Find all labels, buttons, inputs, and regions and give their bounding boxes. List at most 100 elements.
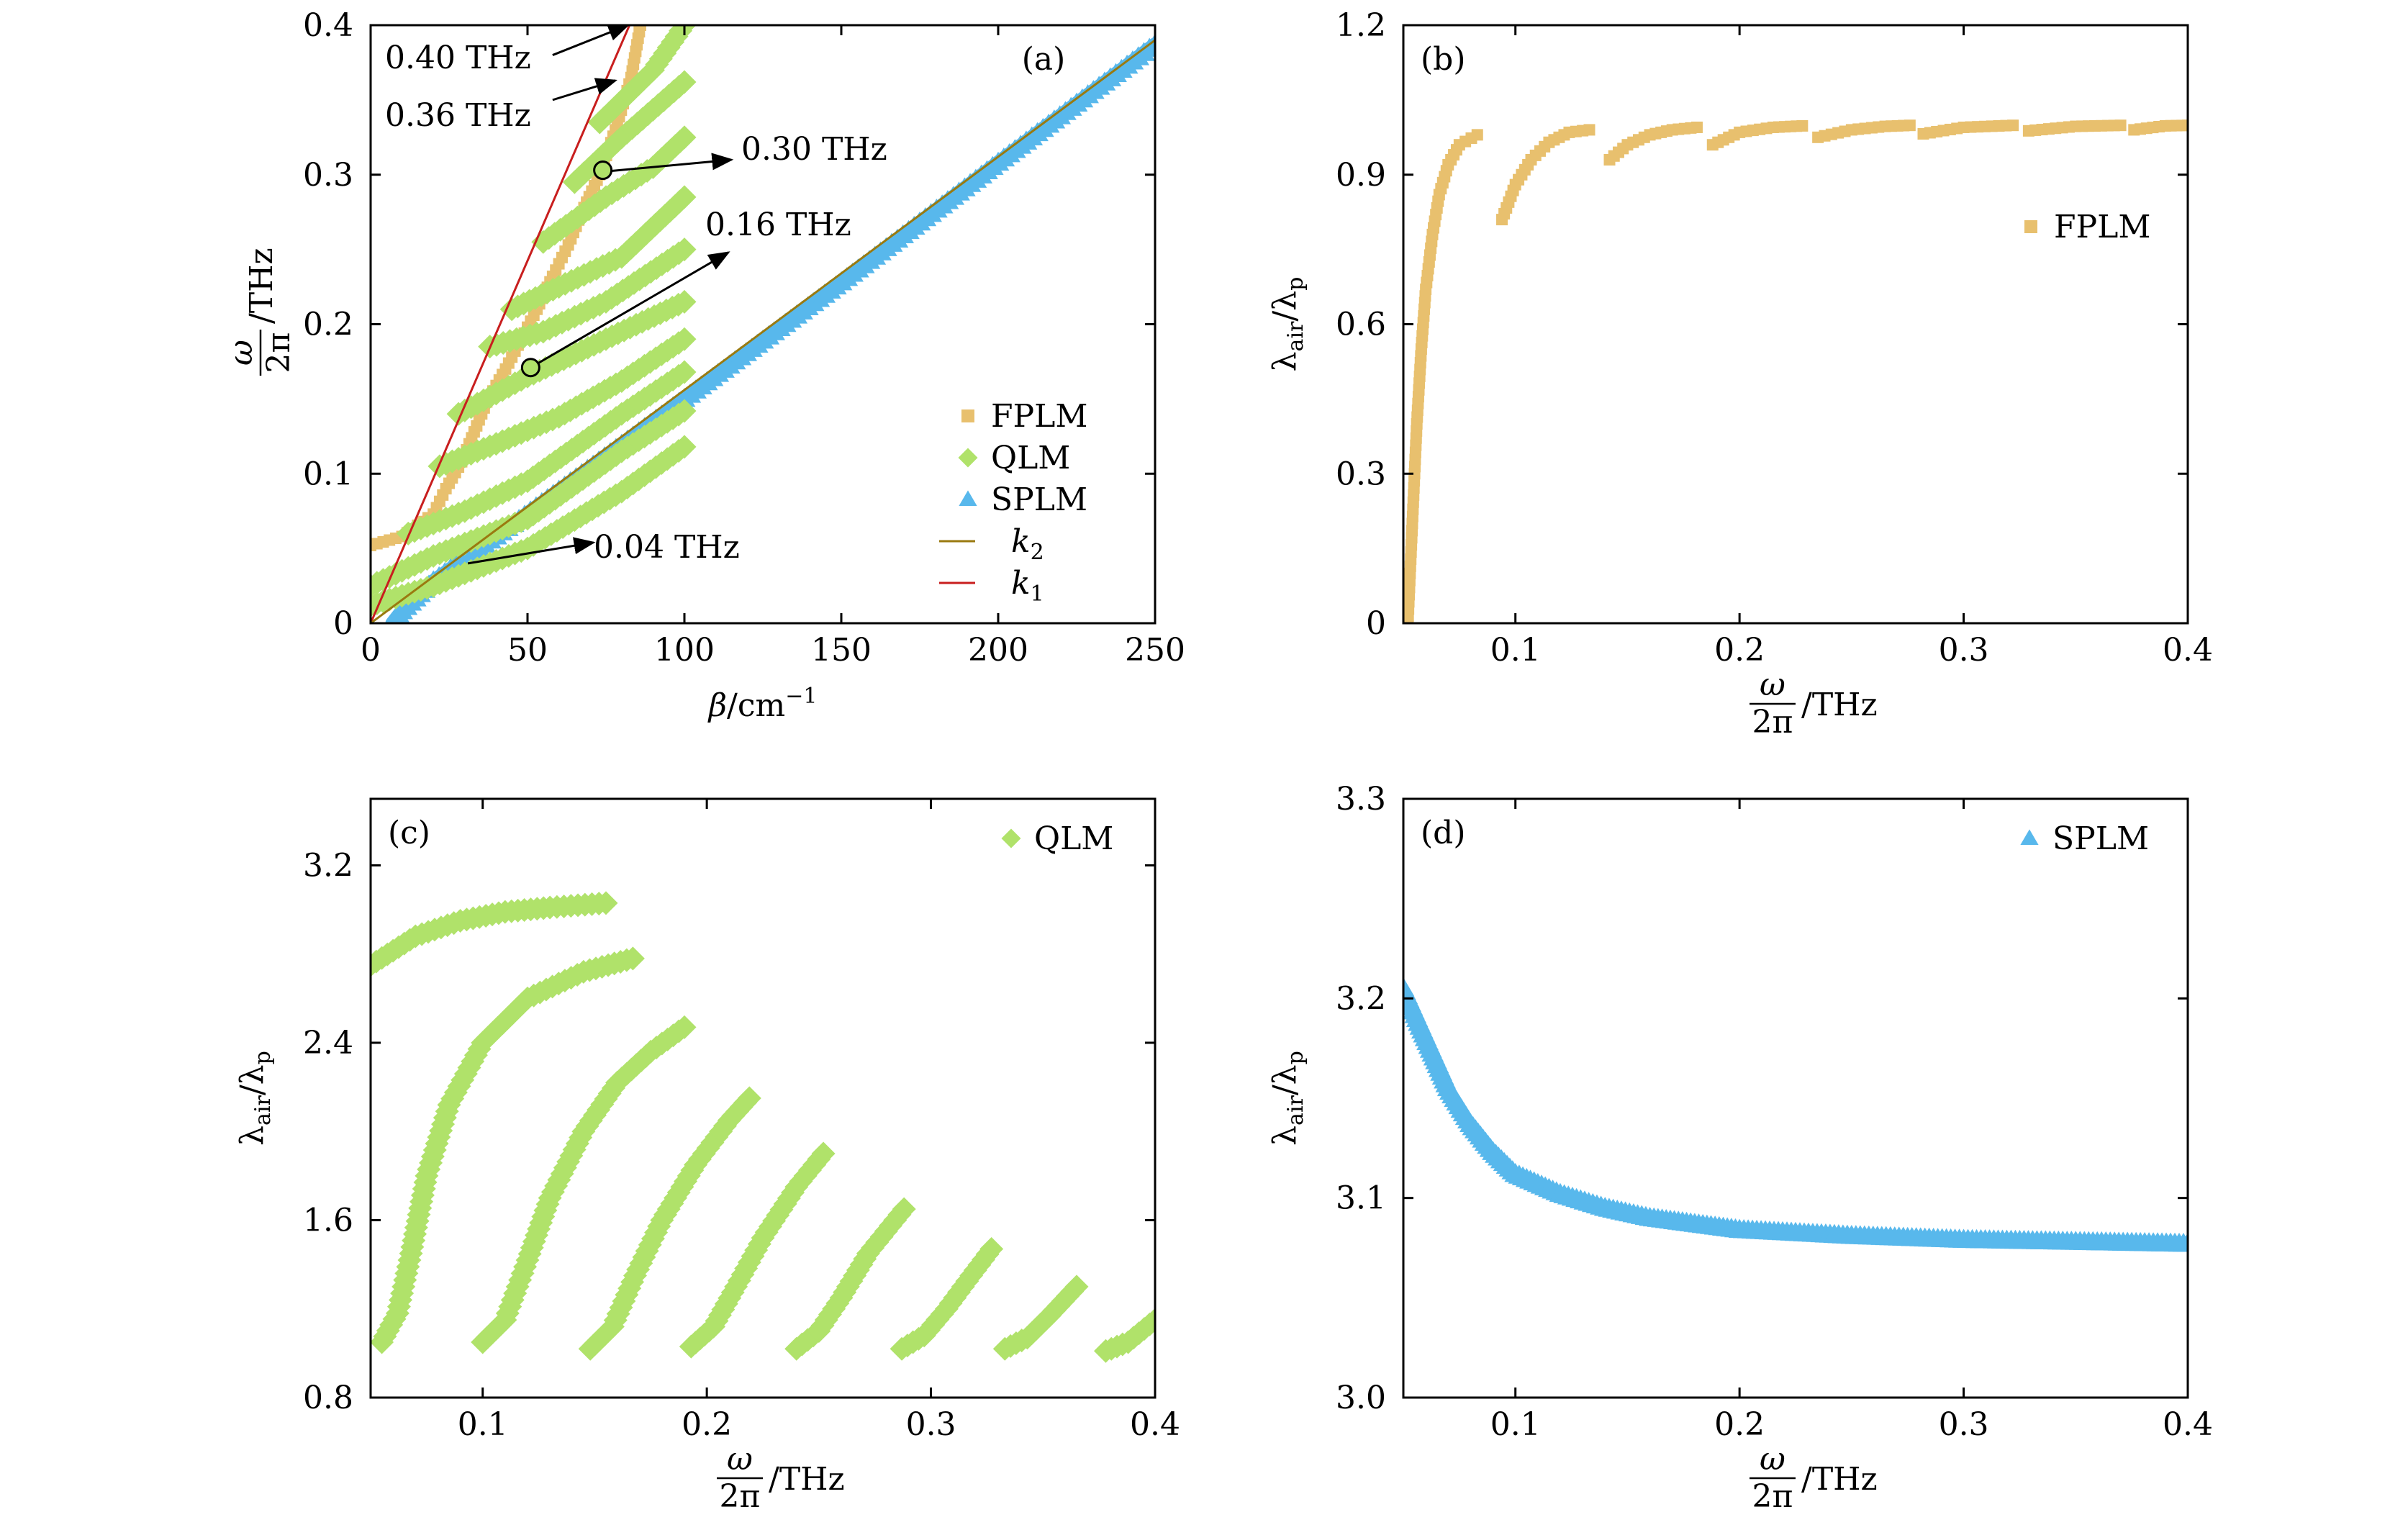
x-axis-label-num: ω [727, 1441, 753, 1477]
series-FPLM-5 [1812, 119, 1916, 143]
series-QLM-6 [784, 1197, 916, 1361]
x-tick-label: 0.2 [1714, 632, 1765, 669]
data-point [2182, 119, 2188, 132]
x-tick-label: 0.3 [1939, 632, 1989, 669]
series-QLM-10 [587, 25, 697, 135]
panel-label: (d) [1421, 815, 1466, 851]
y-tick-label: 2.4 [303, 1025, 353, 1062]
legend-label: FPLM [991, 398, 1087, 435]
legend-label: QLM [1034, 820, 1113, 857]
highlight-circle [593, 160, 613, 181]
legend-label: k2 [1011, 523, 1044, 565]
y-axis-label-part: /λ [234, 1064, 271, 1095]
y-axis-label-part: λ [1267, 1126, 1303, 1146]
annotation-arrow [602, 153, 734, 173]
x-axis-label-unit: /THz [1801, 1461, 1878, 1498]
x-axis-label-beta: β [707, 687, 727, 724]
chart-panel-1: 0 50 100 150 200 250 0 0.1 0.2 0.3 0.4 (a) 0.40 THz 0… [223, 7, 1185, 724]
annotation-arrow [530, 251, 730, 369]
annotation-label: 0.40 THz [385, 40, 531, 76]
data-point [672, 289, 697, 314]
y-tick-label: 0.4 [303, 7, 353, 44]
annotation-label: 0.16 THz [705, 207, 851, 243]
legend: SPLM [2020, 820, 2149, 857]
legend-marker-QLM [958, 448, 978, 468]
x-tick-label: 0.2 [682, 1406, 732, 1443]
series-FPLM-4 [1706, 119, 1809, 151]
data-point [1796, 119, 1809, 132]
series-FPLM-7 [2022, 119, 2127, 137]
series-QLM-3 [471, 1015, 697, 1354]
legend-label-sub: 2 [1031, 540, 1044, 565]
data-point [1143, 1308, 1155, 1332]
legend-label-main: k [1011, 565, 1031, 602]
x-tick-label: 0.4 [1130, 1406, 1180, 1443]
x-tick-label: 0.1 [1490, 632, 1541, 669]
legend-marker-SPLM [2020, 829, 2039, 845]
series-QLM-6 [478, 237, 697, 359]
data-point [672, 435, 697, 459]
y-axis-label-unit: /THz [243, 248, 280, 324]
data-point [634, 25, 646, 31]
series-QLM-5 [679, 1141, 836, 1359]
x-tick-label: 0.1 [458, 1406, 508, 1443]
y-axis-label-part: air [1283, 1095, 1308, 1125]
panel-label: (b) [1421, 41, 1466, 78]
panel-label: (a) [1022, 41, 1066, 78]
x-tick-label: 0 [361, 632, 381, 669]
y-tick-label: 0.3 [1336, 456, 1386, 492]
data-point [1064, 1275, 1089, 1299]
data-point [672, 185, 697, 209]
x-tick-label: 150 [811, 632, 872, 669]
y-axis-label: λair/λp [1267, 277, 1308, 372]
y-axis-label-part: p [1283, 277, 1308, 291]
data-point [811, 1141, 836, 1166]
data-point [2114, 119, 2127, 132]
legend-label: SPLM [2052, 820, 2149, 857]
y-axis-label: λair/λp [1267, 1051, 1308, 1146]
y-axis-label: λair/λp [234, 1051, 276, 1146]
series-QLM-7 [499, 185, 697, 322]
series-QLM-1 [371, 891, 618, 977]
y-axis-label-part: λ [1267, 351, 1303, 371]
series-QLM-9 [562, 70, 697, 194]
annotation-label: 0.04 THz [594, 529, 740, 566]
y-axis-label-text: λair/λp [234, 1051, 276, 1146]
chart-panel-4: 0.1 0.2 0.3 0.4 3.0 3.1 3.2 3.3 (d) SPLM ω2π/THz λa… [1267, 781, 2213, 1515]
annotation-arrow [467, 537, 596, 565]
plot-area [1403, 977, 2188, 1252]
legend-label: FPLM [2054, 209, 2150, 245]
data-point [672, 399, 697, 423]
y-axis-label-part: air [250, 1095, 276, 1125]
y-tick-label: 3.2 [1336, 980, 1386, 1017]
y-axis-label-part: /λ [1267, 291, 1303, 322]
x-tick-label: 0.4 [2163, 1406, 2213, 1443]
x-tick-label: 0.1 [1490, 1406, 1541, 1443]
y-axis-label: ω 2π/THz [223, 248, 297, 376]
y-tick-label: 3.1 [1336, 1180, 1386, 1217]
legend-marker-QLM [1001, 828, 1021, 848]
plot-frame [1402, 797, 2189, 1399]
series-QLM-2 [371, 946, 645, 1354]
y-tick-label: 1.6 [303, 1202, 353, 1239]
data-point [1690, 121, 1703, 133]
data-point [2007, 119, 2019, 132]
series-QLM-8 [992, 1275, 1089, 1361]
x-axis-label: ω2π/THz [1750, 666, 1878, 741]
x-axis-label: ω2π/THz [1750, 1441, 1878, 1515]
x-tick-label: 0.4 [2163, 632, 2213, 669]
legend: QLM [1001, 820, 1113, 857]
annotation-arrow [552, 78, 617, 101]
y-tick-label: 0.1 [303, 456, 353, 492]
line-k2 [371, 39, 1155, 623]
data-point [672, 1015, 697, 1039]
data-point [1583, 124, 1595, 136]
y-tick-label: 0.3 [303, 157, 353, 194]
y-axis-label-den: 2π [261, 332, 297, 374]
annotation-label: 0.30 THz [741, 131, 887, 168]
y-tick-label: 0.9 [1336, 157, 1386, 194]
x-axis-label-den: 2π [1752, 704, 1793, 741]
data-point [672, 237, 697, 262]
series-SPLM [1403, 977, 2188, 1252]
